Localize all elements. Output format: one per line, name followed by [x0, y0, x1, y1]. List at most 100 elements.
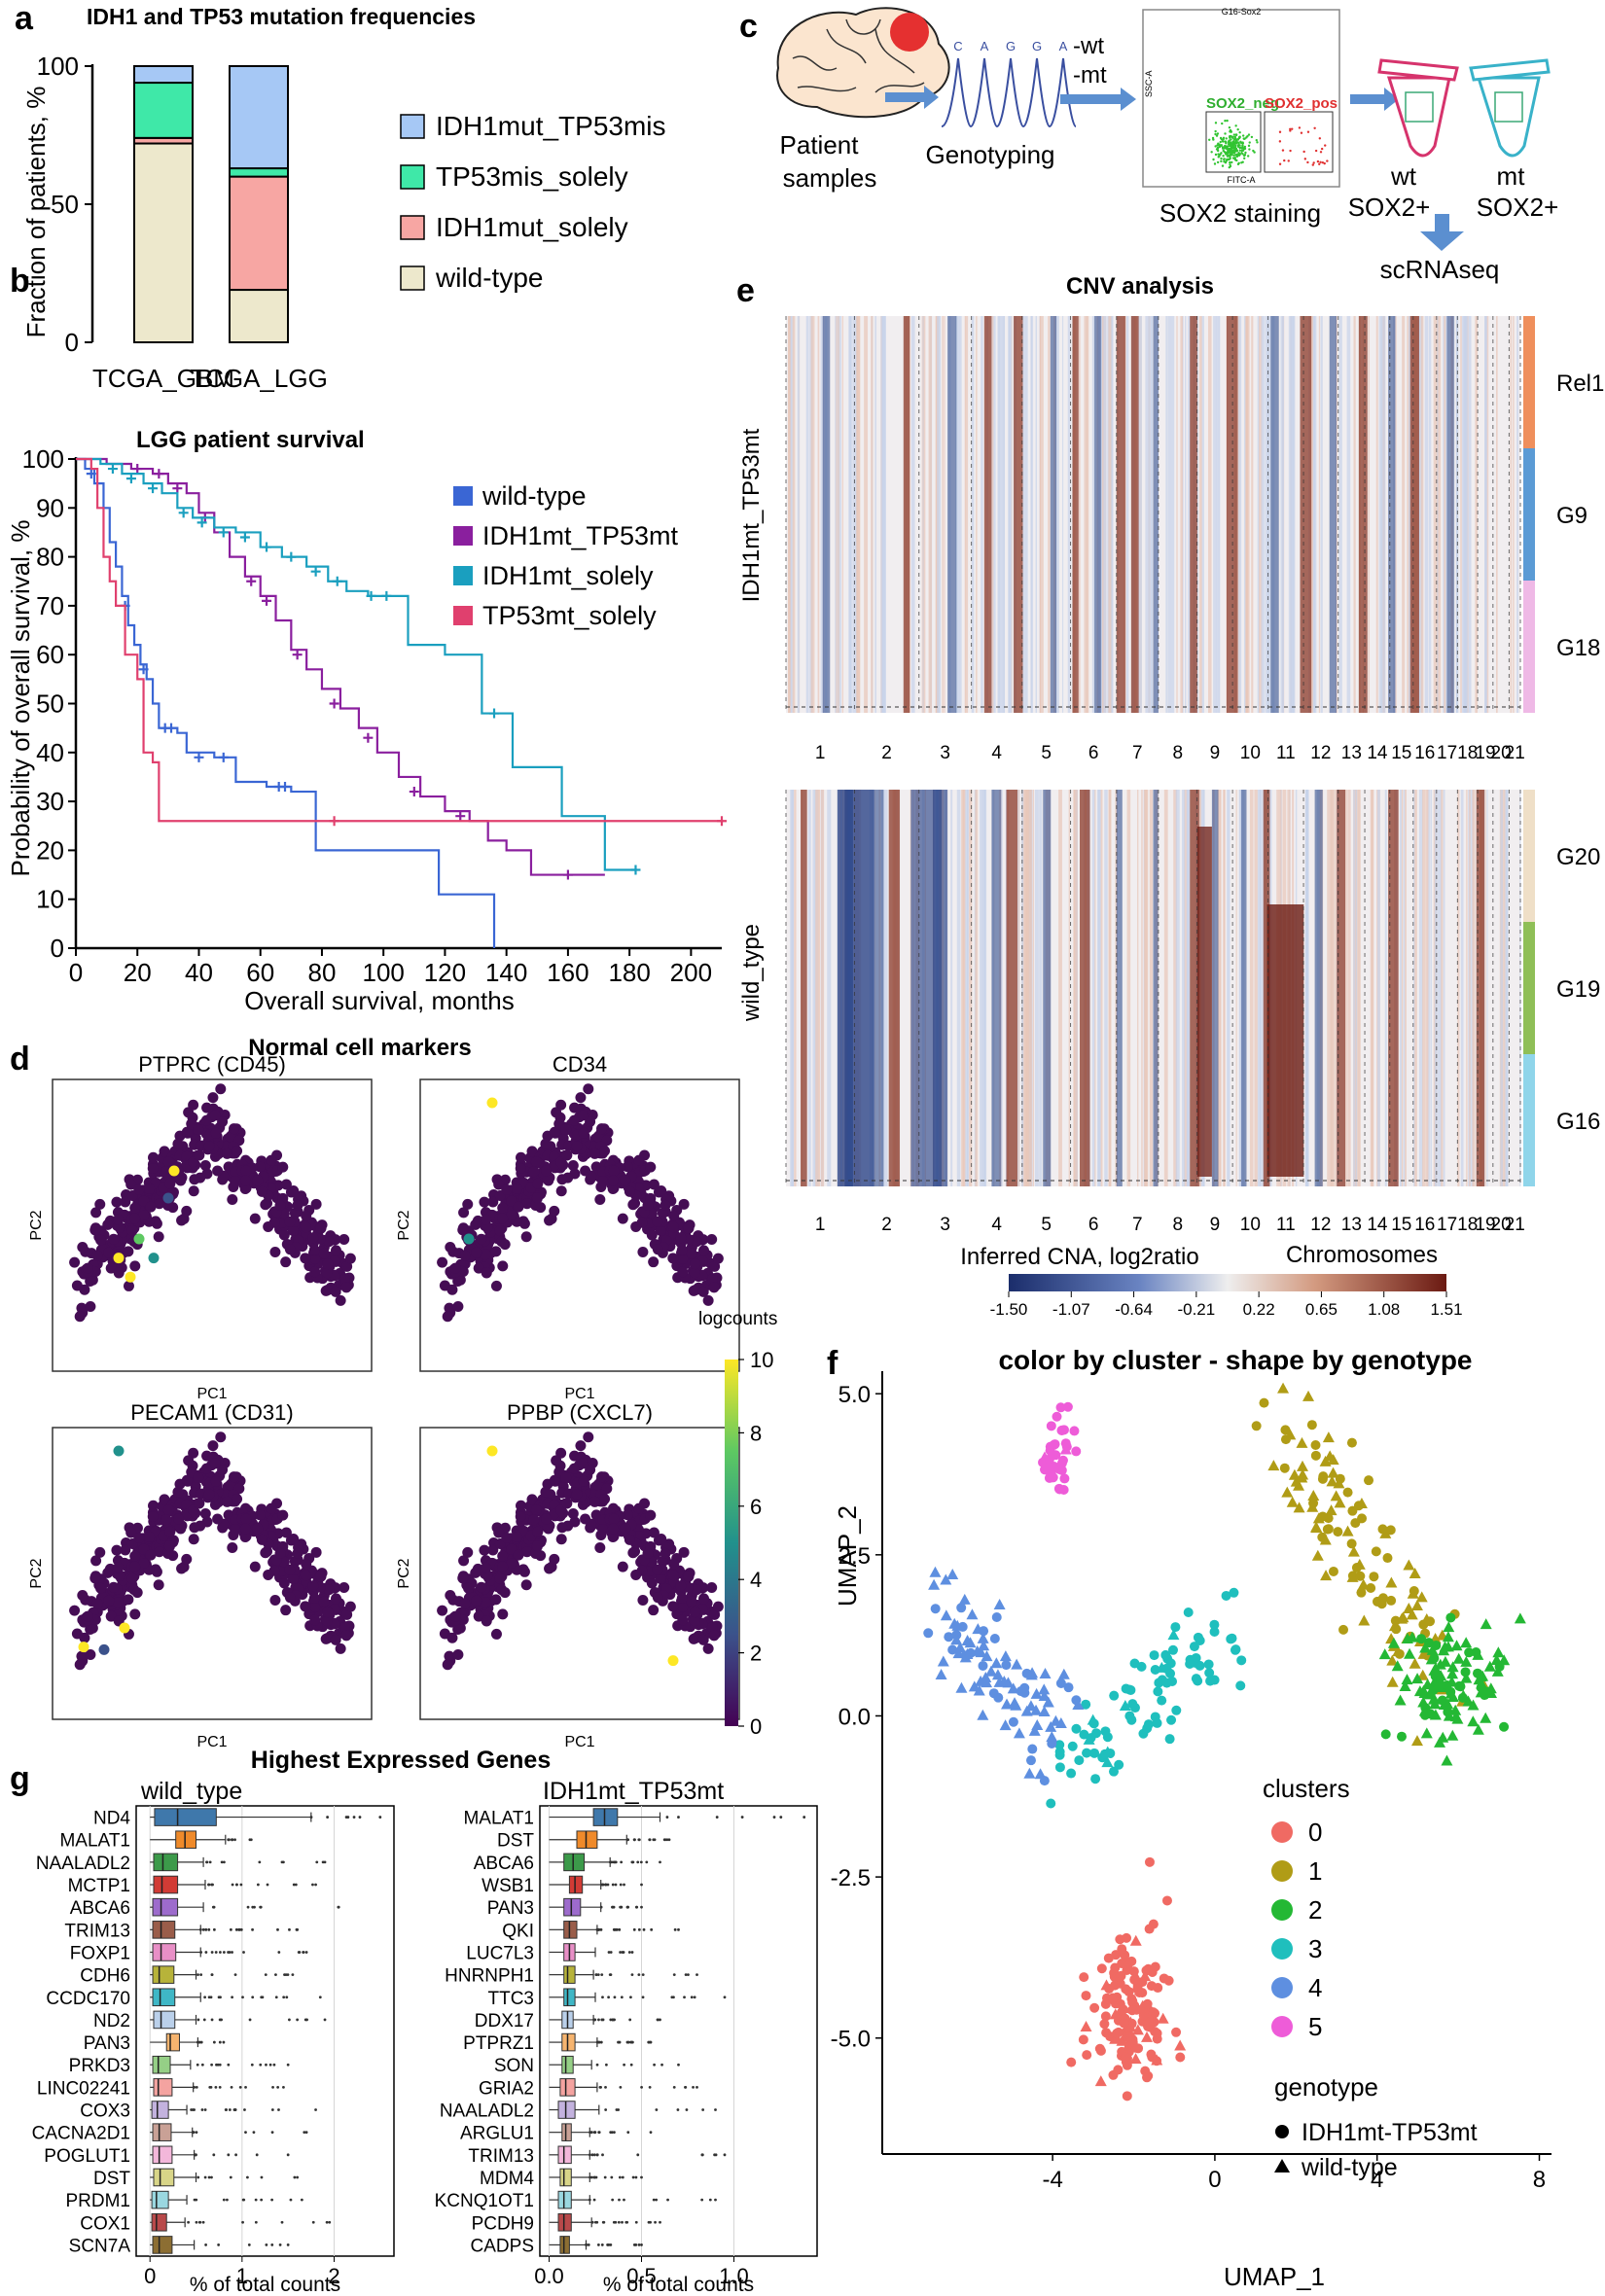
survival-curve — [76, 457, 636, 871]
umap-point-circle — [1161, 1663, 1172, 1674]
scatter-point — [113, 1562, 125, 1573]
arrow-down-icon — [1420, 214, 1464, 251]
scatter-point — [335, 1294, 346, 1306]
scatter-point — [103, 1595, 115, 1607]
outlier-point — [237, 1927, 241, 1931]
scatter-point — [520, 1579, 532, 1591]
outlier-point — [209, 1996, 213, 1999]
heatmap-noise — [1259, 316, 1263, 713]
scatter-point — [607, 1183, 619, 1194]
umap-point-circle — [1121, 2051, 1131, 2062]
facs-dot-neg — [1222, 155, 1225, 158]
scatter-point — [648, 1179, 660, 1190]
heatmap-noise — [1251, 316, 1254, 713]
heatmap-noise — [937, 316, 941, 713]
panel-b-survival-chart: LGG patient survival Overall survival, m… — [6, 427, 727, 1015]
scatter-point — [668, 1210, 680, 1221]
scatter-point — [462, 1198, 474, 1210]
scatter-point — [608, 1523, 620, 1535]
umap-point-circle — [1122, 1965, 1132, 1976]
umap-point-circle — [1054, 1747, 1065, 1757]
gene-label: POGLUT1 — [44, 2146, 130, 2167]
scatter-point — [344, 1253, 356, 1264]
box — [152, 2055, 171, 2074]
scatter-point — [188, 1504, 199, 1516]
scatter-point — [712, 1253, 724, 1264]
outlier-point — [667, 1838, 671, 1842]
heatmap-noise — [1245, 316, 1250, 713]
umap-point-circle — [1069, 1426, 1080, 1436]
outlier-point — [634, 1905, 638, 1909]
outlier-point — [603, 2175, 607, 2179]
outlier-point — [207, 1927, 211, 1931]
heatmap-noise — [955, 316, 958, 713]
x-tick-label: 140 — [485, 958, 527, 987]
scatter-point — [105, 1610, 117, 1622]
heatmap-noise — [1407, 316, 1409, 713]
scatter-point — [652, 1564, 663, 1575]
outlier-point — [611, 1883, 615, 1887]
outlier-point — [286, 2243, 290, 2246]
scatter-point — [126, 1572, 138, 1584]
outlier-point — [323, 1860, 327, 1864]
scatter-point — [292, 1547, 303, 1559]
scatter-point — [471, 1595, 482, 1607]
heatmap-noise — [1378, 316, 1382, 713]
cna-colorbar-tick-label: -0.21 — [1177, 1300, 1215, 1319]
heatmap-noise — [807, 790, 811, 1186]
scatter-point — [686, 1596, 697, 1607]
facs-dot-neg — [1238, 131, 1241, 134]
scatter-point — [577, 1110, 588, 1121]
outlier-point — [231, 1838, 234, 1842]
umap-point-triangle — [1311, 1549, 1324, 1561]
scatter-point — [648, 1527, 660, 1538]
outlier-point — [264, 1973, 268, 1977]
heatmap-noise — [1010, 316, 1013, 713]
umap-point-circle — [1122, 2091, 1132, 2102]
scatter-point — [515, 1511, 526, 1523]
gene-label: TTC3 — [488, 1989, 535, 2009]
heatmap-noise — [838, 316, 841, 713]
outlier-point — [270, 2108, 274, 2111]
heatmap-noise — [965, 316, 969, 713]
facs-dot-neg — [1230, 130, 1232, 133]
chromosome-label: 21 — [1505, 743, 1525, 763]
facs-dot-pos — [1287, 159, 1290, 162]
umap-point-circle — [1008, 1716, 1018, 1727]
umap-point-triangle — [1460, 1637, 1473, 1648]
box — [152, 2145, 173, 2165]
scatter-point — [490, 1628, 502, 1640]
scatter-point — [309, 1266, 321, 1278]
cna-colorbar-tick-label: 0.65 — [1305, 1300, 1338, 1319]
scatter-point — [87, 1274, 98, 1286]
umap-point-triangle — [991, 1669, 1004, 1680]
scatter-point — [690, 1258, 701, 1270]
heatmap-noise — [1436, 316, 1439, 713]
censor-mark — [363, 732, 374, 743]
umap-point-triangle — [1324, 1450, 1337, 1462]
scatter-point — [330, 1245, 341, 1256]
umap-point-triangle — [1451, 1713, 1464, 1724]
scatter-point — [260, 1547, 271, 1559]
umap-point-triangle — [1403, 1559, 1415, 1571]
umap-point-triangle — [1434, 1736, 1446, 1748]
heatmap-del-band — [1241, 790, 1247, 1186]
umap-point-circle — [1175, 2052, 1186, 2063]
bar-segment — [229, 65, 289, 170]
censor-mark — [366, 590, 376, 601]
outlier-point — [270, 2198, 274, 2202]
outlier-point — [199, 2040, 203, 2044]
censor-mark — [310, 566, 321, 577]
scatter-point — [668, 1558, 680, 1570]
scatter-point — [129, 1202, 141, 1214]
scatter-point — [655, 1572, 666, 1584]
chromosome-label: 11 — [1276, 1215, 1296, 1235]
chromosome-label: 3 — [940, 743, 950, 763]
chromosome-label: 4 — [991, 1215, 1002, 1235]
scatter-point-high — [133, 1233, 145, 1245]
scatter-point — [551, 1455, 562, 1466]
umap-point-triangle — [1046, 1731, 1058, 1743]
x-tick-label: 0 — [1208, 2167, 1221, 2193]
heatmap-noise — [1180, 316, 1184, 713]
